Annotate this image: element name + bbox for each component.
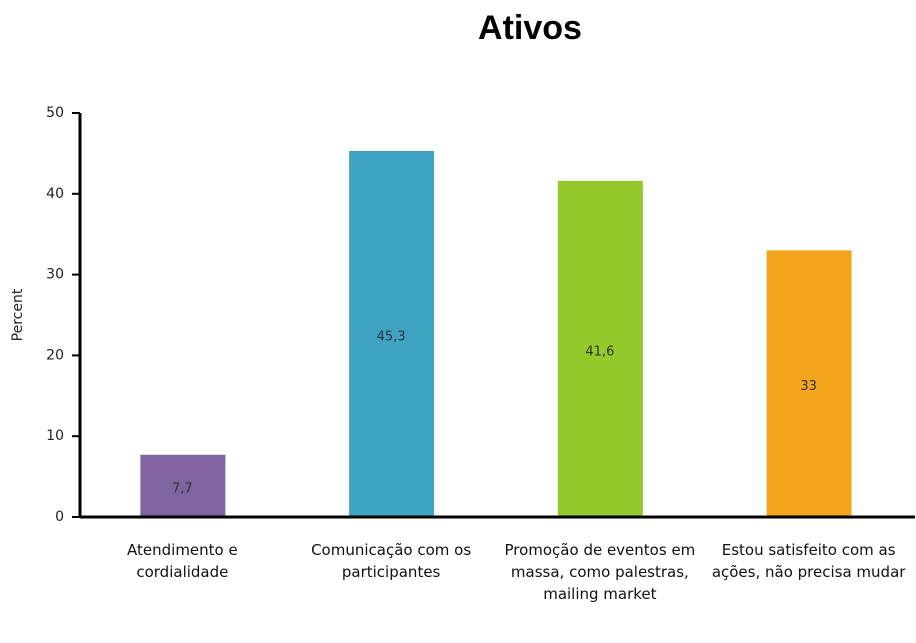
bar (349, 150, 435, 517)
y-tick-label: 0 (55, 509, 64, 525)
x-tick-label: Promoção de eventos em massa, como pales… (504, 541, 696, 603)
value-label: 33 (800, 379, 817, 394)
x-tick-label: Estou satisfeito com as ações, não preci… (711, 541, 906, 581)
x-tick-label: Atendimento e cordialidade (127, 541, 238, 581)
y-tick-label: 30 (46, 267, 64, 283)
value-label: 45,3 (377, 329, 406, 344)
chart-title: Ativos (478, 9, 582, 47)
y-axis-label: Percent (10, 288, 26, 341)
value-label: 7,7 (172, 481, 193, 496)
y-tick-label: 50 (46, 105, 64, 121)
y-tick-label: 20 (46, 347, 64, 363)
bar (140, 454, 226, 517)
bar (766, 250, 852, 518)
x-tick-label: Comunicação com os participantes (311, 541, 472, 581)
y-tick-label: 10 (46, 428, 64, 444)
bar (557, 180, 643, 517)
value-label: 41,6 (585, 344, 614, 359)
y-tick-label: 40 (46, 186, 64, 202)
